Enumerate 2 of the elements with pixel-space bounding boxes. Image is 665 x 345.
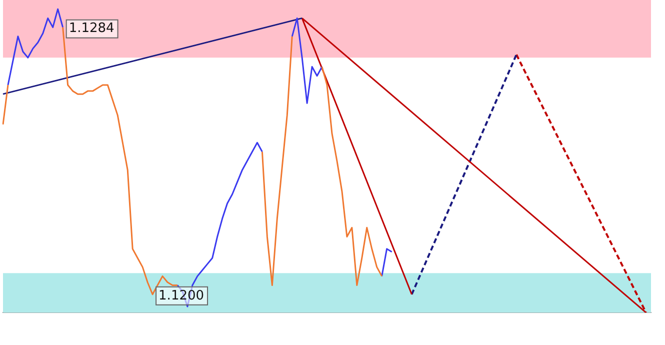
annotation: 1.1200 bbox=[158, 288, 204, 304]
annotation: 1.1284 bbox=[68, 21, 114, 36]
